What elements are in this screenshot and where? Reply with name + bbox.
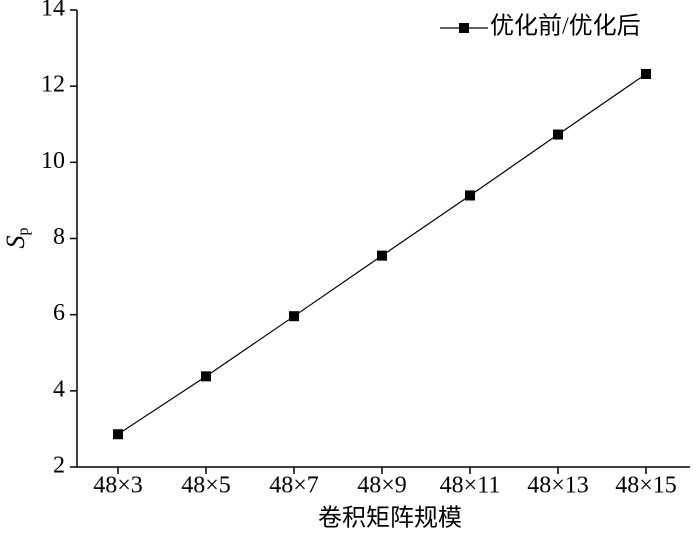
y-axis-label: Sp bbox=[1, 228, 32, 249]
x-tick-label: 48×7 bbox=[269, 473, 319, 499]
point-marker bbox=[289, 311, 299, 322]
y-tick-label: 14 bbox=[41, 0, 65, 22]
x-tick-label: 48×11 bbox=[440, 473, 501, 499]
x-tick-label: 48×15 bbox=[615, 473, 677, 499]
x-tick-label: 48×3 bbox=[93, 473, 143, 499]
legend-label: 优化前/优化后 bbox=[490, 13, 641, 40]
y-label-sub: p bbox=[15, 228, 32, 236]
y-tick-label: 10 bbox=[41, 148, 65, 174]
y-tick-label: 4 bbox=[53, 376, 65, 402]
x-tick-label: 48×5 bbox=[181, 473, 231, 499]
y-tick-label: 2 bbox=[53, 453, 65, 479]
point-marker bbox=[553, 129, 563, 140]
x-tick-label: 48×9 bbox=[357, 473, 407, 499]
x-axis-label: 卷积矩阵规模 bbox=[318, 505, 462, 532]
point-marker bbox=[113, 429, 123, 440]
y-tick-label: 8 bbox=[53, 224, 65, 250]
y-label-main: S bbox=[1, 236, 30, 249]
y-tick-label: 12 bbox=[41, 72, 65, 98]
point-marker bbox=[377, 250, 387, 261]
x-tick-label: 48×13 bbox=[527, 473, 589, 499]
point-marker bbox=[641, 68, 651, 79]
y-tick-label: 6 bbox=[53, 300, 65, 326]
point-marker bbox=[465, 190, 475, 201]
point-marker bbox=[201, 371, 211, 382]
legend-marker bbox=[459, 23, 469, 33]
